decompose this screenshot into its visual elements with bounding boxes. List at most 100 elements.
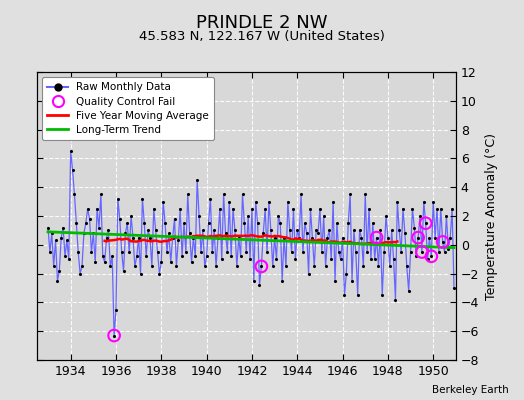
Point <box>268 263 277 270</box>
Point <box>240 220 248 226</box>
Point <box>414 234 422 241</box>
Text: 45.583 N, 122.167 W (United States): 45.583 N, 122.167 W (United States) <box>139 30 385 43</box>
Point <box>176 206 184 212</box>
Point <box>412 253 420 260</box>
Point <box>344 220 353 226</box>
Point <box>161 220 169 226</box>
Point <box>439 239 447 245</box>
Point <box>170 216 179 222</box>
Point <box>136 270 145 277</box>
Point <box>221 230 230 236</box>
Point <box>431 234 439 241</box>
Point <box>418 249 426 255</box>
Point <box>255 282 264 288</box>
Point <box>402 263 411 270</box>
Point <box>312 227 320 234</box>
Point <box>248 206 256 212</box>
Point <box>178 253 186 260</box>
Point <box>97 191 105 198</box>
Point <box>397 249 405 255</box>
Point <box>307 206 315 212</box>
Point <box>91 259 100 265</box>
Point <box>433 206 441 212</box>
Point <box>350 227 358 234</box>
Point <box>55 268 63 274</box>
Point <box>242 249 250 255</box>
Point <box>354 292 362 298</box>
Point <box>129 234 137 241</box>
Point <box>361 191 369 198</box>
Point <box>420 198 428 205</box>
Point <box>121 230 129 236</box>
Point <box>365 206 373 212</box>
Point <box>325 227 334 234</box>
Point <box>257 263 266 270</box>
Point <box>64 256 73 262</box>
Point <box>368 220 377 226</box>
Point <box>102 234 111 241</box>
Point <box>88 249 96 255</box>
Point <box>157 259 166 265</box>
Point <box>321 263 330 270</box>
Point <box>59 224 67 231</box>
Point <box>331 278 339 284</box>
Point <box>238 191 247 198</box>
Point <box>246 256 254 262</box>
Point <box>85 216 94 222</box>
Point <box>416 213 424 219</box>
Point <box>130 263 139 270</box>
Point <box>51 237 60 244</box>
Point <box>283 198 292 205</box>
Point <box>440 249 449 255</box>
Point <box>244 213 253 219</box>
Point <box>172 263 181 270</box>
Point <box>95 224 103 231</box>
Point <box>439 239 447 245</box>
Point <box>291 256 300 262</box>
Point <box>389 256 398 262</box>
Point <box>142 253 150 260</box>
Point <box>151 227 160 234</box>
Point <box>340 292 348 298</box>
Point <box>410 224 419 231</box>
Point <box>193 177 201 183</box>
Point <box>423 256 432 262</box>
Point <box>342 270 351 277</box>
Point <box>429 198 438 205</box>
Point <box>378 292 386 298</box>
Point <box>217 256 226 262</box>
Point <box>310 263 319 270</box>
Point <box>376 227 385 234</box>
Point <box>212 263 220 270</box>
Point <box>168 234 177 241</box>
Point <box>119 268 128 274</box>
Point <box>74 249 82 255</box>
Point <box>99 253 107 260</box>
Point <box>233 263 241 270</box>
Point <box>355 227 364 234</box>
Point <box>197 249 205 255</box>
Point <box>408 206 417 212</box>
Point <box>265 198 273 205</box>
Point <box>114 196 122 202</box>
Point <box>174 237 182 244</box>
Point <box>216 206 224 212</box>
Point <box>210 227 219 234</box>
Point <box>195 213 203 219</box>
Point <box>229 206 237 212</box>
Point <box>93 206 101 212</box>
Point <box>201 263 209 270</box>
Point <box>261 206 269 212</box>
Point <box>359 263 367 270</box>
Point <box>101 259 109 265</box>
Point <box>83 206 92 212</box>
Point <box>382 213 390 219</box>
Point <box>140 220 148 226</box>
Point <box>53 278 62 284</box>
Point <box>263 249 271 255</box>
Point <box>110 332 118 339</box>
Point <box>280 234 288 241</box>
Point <box>235 234 243 241</box>
Point <box>327 256 335 262</box>
Point <box>336 256 345 262</box>
